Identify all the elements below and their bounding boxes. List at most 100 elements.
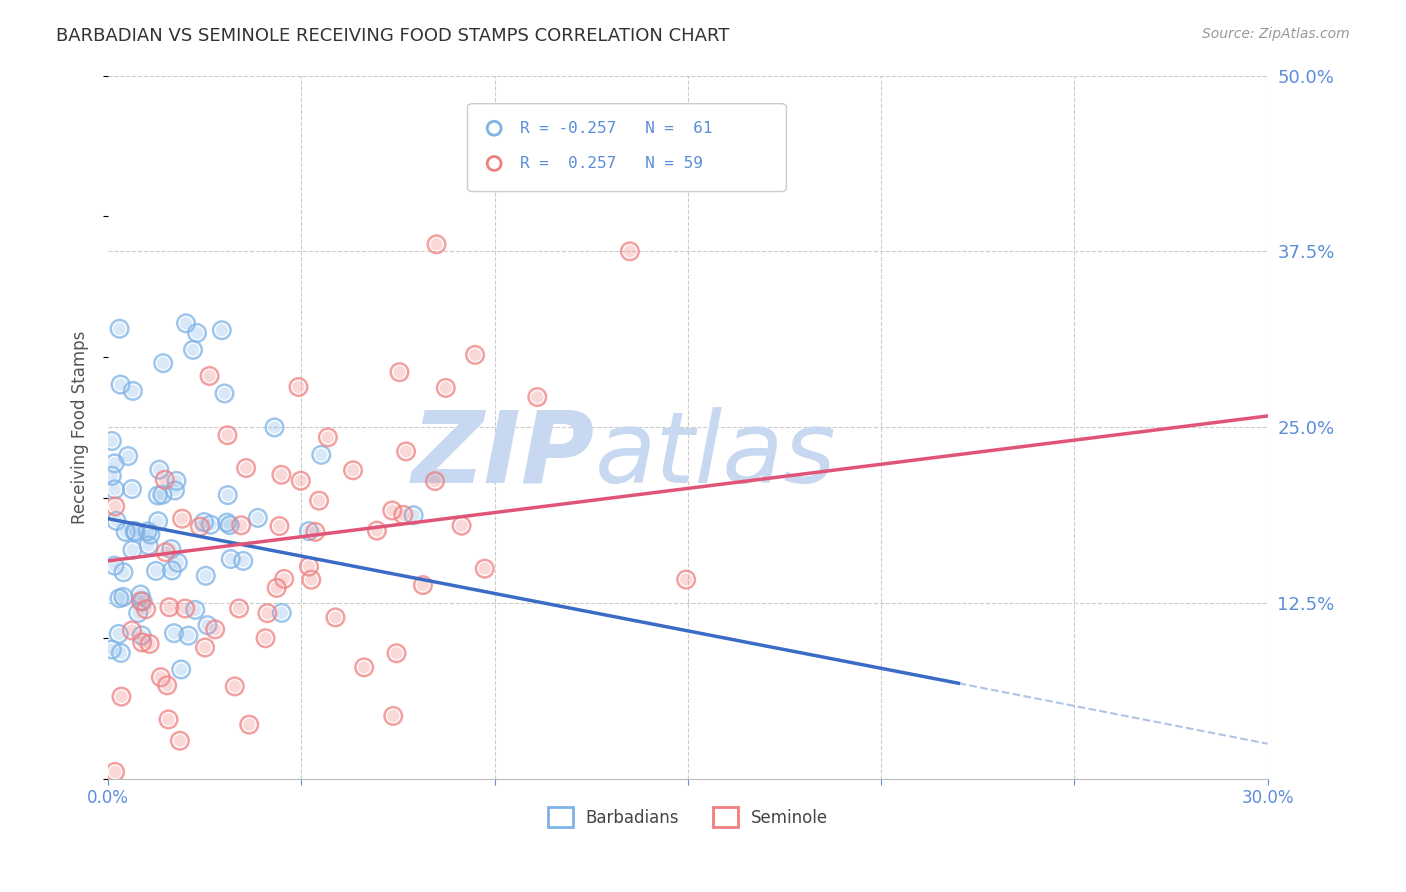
Point bbox=[108, 322, 131, 336]
Point bbox=[103, 456, 125, 470]
Point bbox=[211, 323, 233, 337]
Point bbox=[139, 527, 162, 541]
Point bbox=[395, 444, 418, 458]
Point bbox=[145, 564, 167, 578]
Point bbox=[311, 448, 333, 462]
Point bbox=[157, 713, 180, 727]
Point bbox=[104, 764, 127, 779]
Point bbox=[121, 624, 143, 638]
Point bbox=[153, 473, 176, 487]
Point bbox=[172, 511, 194, 525]
Point bbox=[124, 525, 146, 540]
Point bbox=[148, 463, 170, 477]
Point bbox=[110, 646, 132, 660]
Legend: Barbadians, Seminole: Barbadians, Seminole bbox=[541, 800, 835, 834]
Point bbox=[217, 488, 239, 502]
Point bbox=[129, 587, 152, 601]
Point bbox=[299, 573, 322, 587]
Point bbox=[138, 637, 160, 651]
Point bbox=[402, 508, 425, 523]
Point bbox=[619, 244, 641, 259]
Point bbox=[138, 538, 160, 552]
Point bbox=[270, 467, 292, 482]
Point bbox=[235, 461, 257, 475]
Point bbox=[174, 316, 197, 330]
Point bbox=[139, 527, 162, 541]
Point bbox=[104, 483, 127, 497]
Point bbox=[131, 628, 153, 642]
Point bbox=[474, 562, 496, 576]
Point bbox=[167, 556, 190, 570]
Y-axis label: Receiving Food Stamps: Receiving Food Stamps bbox=[72, 331, 89, 524]
Point bbox=[675, 573, 697, 587]
Point bbox=[138, 637, 160, 651]
Point bbox=[131, 628, 153, 642]
FancyBboxPatch shape bbox=[467, 103, 786, 192]
Point bbox=[246, 511, 269, 525]
Point bbox=[228, 601, 250, 615]
Point bbox=[224, 679, 246, 693]
Point bbox=[107, 627, 129, 641]
Point bbox=[412, 578, 434, 592]
Point bbox=[174, 601, 197, 615]
Point bbox=[108, 591, 131, 606]
Text: R =  0.257   N = 59: R = 0.257 N = 59 bbox=[520, 156, 703, 171]
Point bbox=[121, 482, 143, 496]
Point bbox=[217, 488, 239, 502]
Point bbox=[169, 733, 191, 747]
Point bbox=[537, 161, 560, 176]
Point bbox=[104, 500, 127, 514]
Point bbox=[526, 390, 548, 404]
Point bbox=[127, 606, 149, 620]
Point bbox=[101, 468, 124, 483]
Point bbox=[156, 678, 179, 692]
Point bbox=[254, 632, 277, 646]
Point bbox=[166, 474, 188, 488]
Point bbox=[290, 474, 312, 488]
Point bbox=[103, 558, 125, 573]
Point bbox=[353, 660, 375, 674]
Point bbox=[181, 343, 204, 357]
Text: ZIP: ZIP bbox=[412, 407, 595, 504]
Point bbox=[254, 632, 277, 646]
Text: R = -0.257   N =  61: R = -0.257 N = 61 bbox=[520, 120, 713, 136]
Point bbox=[172, 511, 194, 525]
Point bbox=[392, 508, 415, 522]
Point bbox=[273, 572, 295, 586]
Point bbox=[112, 590, 135, 604]
Point bbox=[177, 629, 200, 643]
Point bbox=[434, 381, 457, 395]
Point bbox=[197, 618, 219, 632]
Point bbox=[215, 516, 238, 530]
Point bbox=[537, 161, 560, 176]
Point bbox=[112, 566, 135, 580]
Point bbox=[136, 524, 159, 539]
Point bbox=[101, 642, 124, 657]
Point bbox=[152, 488, 174, 502]
Point bbox=[214, 386, 236, 401]
Point bbox=[464, 348, 486, 362]
Point bbox=[304, 524, 326, 539]
Point bbox=[392, 508, 415, 522]
Point bbox=[145, 564, 167, 578]
Point bbox=[193, 515, 215, 529]
Point bbox=[104, 483, 127, 497]
Point bbox=[434, 381, 457, 395]
Point bbox=[110, 377, 132, 392]
Point bbox=[353, 660, 375, 674]
Point bbox=[426, 237, 449, 252]
Point bbox=[124, 524, 146, 538]
Point bbox=[382, 709, 405, 723]
Point bbox=[146, 514, 169, 528]
Point bbox=[388, 365, 411, 379]
Point bbox=[266, 581, 288, 595]
Point bbox=[423, 474, 446, 488]
Point bbox=[219, 552, 242, 566]
Point bbox=[129, 594, 152, 608]
Point bbox=[238, 717, 260, 731]
Point bbox=[114, 524, 136, 539]
Point bbox=[228, 601, 250, 615]
Point bbox=[163, 483, 186, 498]
Point bbox=[101, 434, 124, 448]
Point bbox=[122, 384, 145, 398]
